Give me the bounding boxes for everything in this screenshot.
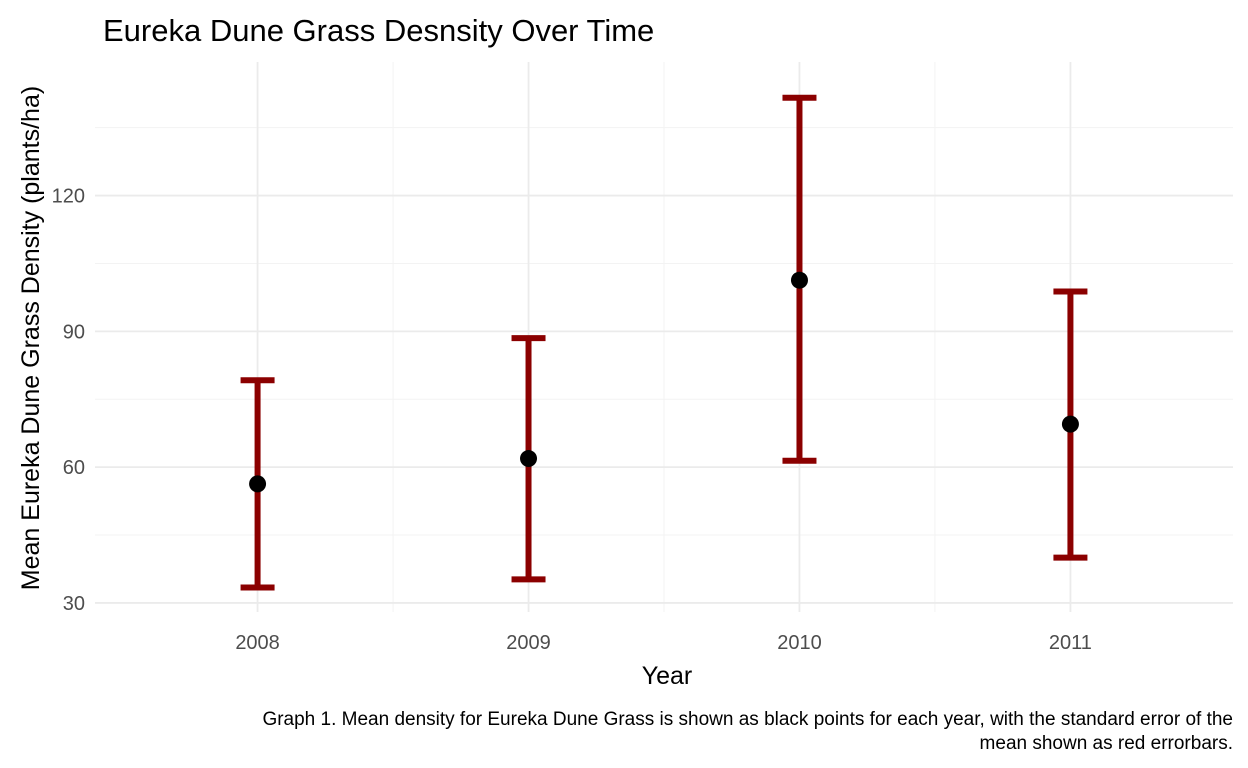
grid [95,62,1233,612]
x-tick-label: 2009 [506,632,551,654]
data-point [249,475,267,493]
chart-title: Eureka Dune Grass Desnsity Over Time [103,13,654,48]
y-axis-ticks: 30 60 90 120 [52,186,85,615]
caption-line-1: Graph 1. Mean density for Eureka Dune Gr… [262,709,1233,730]
data-point [520,450,538,468]
points [249,271,1079,493]
x-tick-label: 2010 [777,632,822,654]
data-point [790,271,808,289]
caption-line-2: mean shown as red errorbars. [980,733,1233,754]
y-tick-label: 60 [63,457,85,479]
x-tick-label: 2008 [235,632,280,654]
x-tick-label: 2011 [1049,632,1092,654]
y-tick-label: 30 [63,593,85,615]
y-tick-label: 90 [63,321,85,343]
y-axis-label: Mean Eureka Dune Grass Density (plants/h… [17,86,45,590]
x-axis-ticks: 2008 2009 2010 2011 [235,632,1092,654]
x-axis-label: Year [642,662,693,690]
data-point [1061,415,1079,433]
y-tick-label: 120 [52,186,85,208]
